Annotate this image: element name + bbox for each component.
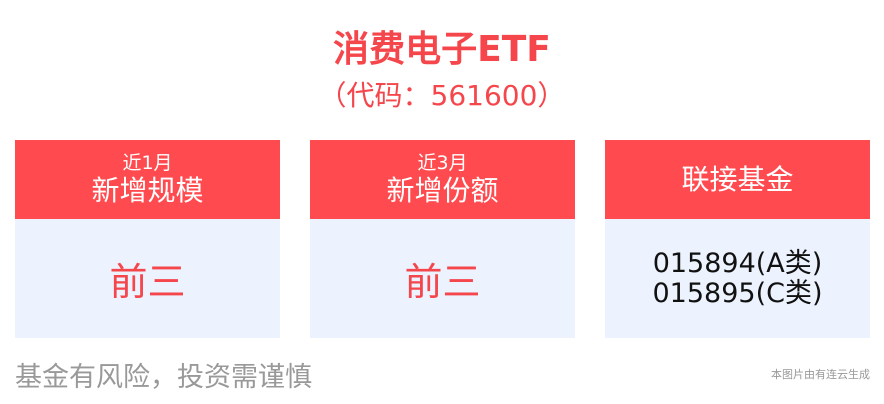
card-header: 近1月 新增规模: [15, 140, 280, 219]
card-header: 近3月 新增份额: [310, 140, 575, 219]
card-label: 新增份额: [386, 173, 499, 207]
card-header: 联接基金: [605, 140, 870, 219]
fund-title: 消费电子ETF: [333, 29, 551, 70]
card-label: 联接基金: [681, 162, 794, 196]
image-credit: 本图片由有连云生成: [771, 368, 870, 381]
fund-code-a: 015894(A类): [652, 247, 823, 279]
card-label: 新增规模: [91, 173, 204, 207]
card-rank: 前三: [109, 260, 186, 304]
card-period: 近1月: [122, 151, 173, 174]
card-period: 近3月: [417, 151, 468, 174]
risk-disclaimer: 基金有风险，投资需谨慎: [15, 362, 312, 393]
fund-code-c: 015895(C类): [652, 277, 823, 309]
card-feeder-funds: 联接基金 015894(A类) 015895(C类): [605, 140, 870, 338]
fund-code: （代码：561600）: [318, 79, 566, 112]
card-body: 015894(A类) 015895(C类): [605, 219, 870, 338]
card-body: 前三: [15, 219, 280, 338]
card-1m-scale: 近1月 新增规模 前三: [15, 140, 280, 338]
card-3m-shares: 近3月 新增份额 前三: [310, 140, 575, 338]
card-body: 前三: [310, 219, 575, 338]
card-rank: 前三: [404, 260, 481, 304]
